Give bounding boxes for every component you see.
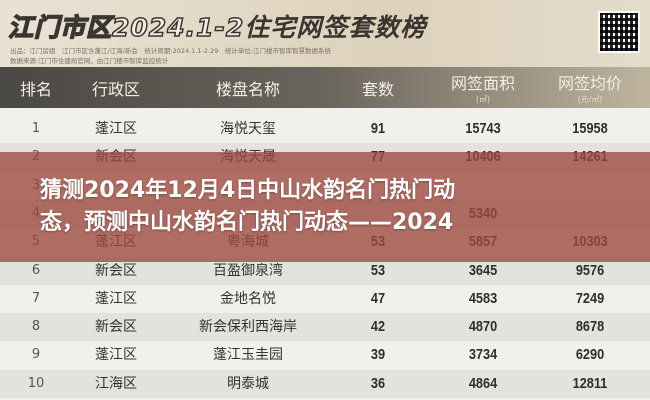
column-header-label: 网签面积 <box>450 74 516 93</box>
column-header: 排名 <box>20 67 52 108</box>
column-header: 行政区 <box>92 67 140 108</box>
column-header-label: 行政区 <box>91 79 141 99</box>
column-header-unit: (㎡) <box>475 95 491 104</box>
cell-area: 4870 <box>468 318 498 336</box>
column-header-label: 楼盘名称 <box>215 79 281 99</box>
cell-price: 7249 <box>575 289 605 307</box>
cell-district: 新会区 <box>95 319 137 336</box>
table-row: 8 新会区 新会保利西海岸 42 4870 8678 <box>0 313 650 342</box>
article-title-line-1: 猜测2024年12月4日中山水韵名门热门动 <box>40 178 456 203</box>
poster-title: 江门市区2024.1-2住宅网签套数榜 <box>7 8 427 44</box>
title-part-a: 江门市区2024.1-2 <box>7 12 245 43</box>
column-header-label: 排名 <box>19 79 53 99</box>
table-header: 排名 行政区 楼盘名称 套数 网签面积 (㎡) 网签均价 (元/㎡) <box>0 67 650 108</box>
column-header: 套数 <box>362 67 394 108</box>
cell-price: 15958 <box>572 120 608 137</box>
title-part-b: 住宅网签套数榜 <box>244 13 427 42</box>
cell-rank: 1 <box>31 121 41 136</box>
cell-units: 42 <box>370 318 386 336</box>
cell-district: 蓬江区 <box>95 121 137 137</box>
cell-district: 蓬江区 <box>95 290 137 307</box>
cell-name: 海悦天玺 <box>220 121 276 137</box>
cell-area: 3645 <box>468 261 498 279</box>
cell-district: 蓬江区 <box>95 347 137 364</box>
column-header: 网签面积 (㎡) <box>451 67 515 108</box>
cell-area: 4583 <box>468 289 498 307</box>
cell-price: 12811 <box>572 374 608 392</box>
table-row: 1 蓬江区 海悦天玺 91 15743 15958 <box>0 115 650 143</box>
cell-name: 百盈御泉湾 <box>213 262 283 279</box>
column-header-label: 网签均价 <box>557 74 623 93</box>
cell-area: 15743 <box>465 120 501 137</box>
table-row: 10 江海区 明泰城 36 4864 12811 <box>0 369 650 398</box>
qr-code-icon <box>598 11 640 53</box>
cell-district: 新会区 <box>95 262 137 279</box>
cell-rank: 7 <box>31 290 41 306</box>
cell-price: 9576 <box>575 261 605 279</box>
table-row: 7 蓬江区 金地名悦 47 4583 7249 <box>0 285 650 313</box>
cell-rank: 6 <box>31 262 41 278</box>
cell-units: 47 <box>370 289 386 307</box>
column-header: 网签均价 (元/㎡) <box>558 67 622 108</box>
cell-price: 8678 <box>575 318 605 336</box>
cell-name: 蓬江玉圭园 <box>213 347 283 364</box>
cell-units: 91 <box>370 120 386 137</box>
cell-area: 4864 <box>468 374 498 392</box>
poster-source: 数据来源:江门市住建局官网，由江门楼市智库监控统计 <box>10 57 169 65</box>
cell-name: 新会保利西海岸 <box>199 319 297 336</box>
column-header-unit: (元/㎡) <box>577 95 603 104</box>
cell-rank: 9 <box>31 347 41 363</box>
cell-units: 36 <box>370 374 386 392</box>
article-title-overlay: 猜测2024年12月4日中山水韵名门热门动 态，预测中山水韵名门热门动态——20… <box>0 152 650 262</box>
poster-subtitle: 出品：江门房姐 江门市区含蓬江/江海/新会 统计周期:2024.1.1-2.29… <box>10 47 332 55</box>
cell-name: 明泰城 <box>227 375 269 392</box>
article-title-line-2: 态，预测中山水韵名门热门动态——2024 <box>40 210 454 235</box>
poster-header: 江门市区2024.1-2住宅网签套数榜 出品：江门房姐 江门市区含蓬江/江海/新… <box>0 0 650 67</box>
cell-rank: 10 <box>27 375 45 391</box>
column-header-label: 套数 <box>361 79 395 99</box>
cell-district: 江海区 <box>95 375 137 392</box>
cell-price: 6290 <box>575 346 605 364</box>
table-row: 9 蓬江区 蓬江玉圭园 39 3734 6290 <box>0 341 650 369</box>
column-header: 楼盘名称 <box>216 67 280 108</box>
cell-rank: 8 <box>31 319 41 335</box>
cell-area: 3734 <box>468 346 498 364</box>
cell-units: 53 <box>370 261 386 279</box>
cell-units: 39 <box>370 346 386 364</box>
cell-name: 金地名悦 <box>220 290 276 307</box>
